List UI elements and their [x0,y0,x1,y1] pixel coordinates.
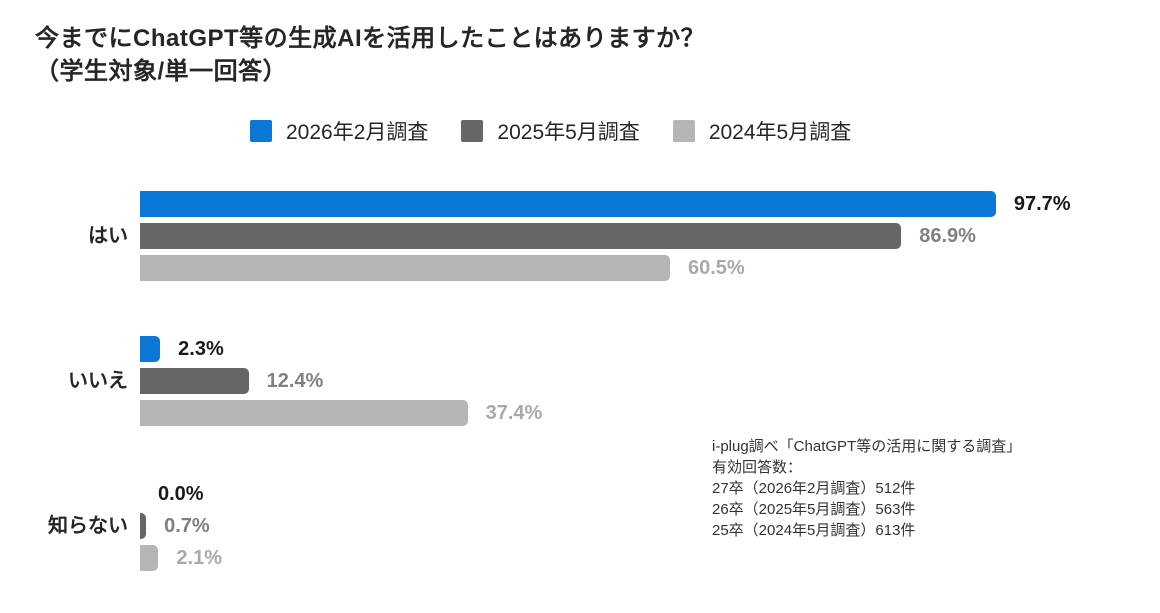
annotation-line-4: 26卒（2025年5月調査）563件 [712,501,916,518]
legend-label: 2024年5月調査 [708,121,852,144]
value-label: 2.1% [176,547,222,569]
value-label: 0.0% [158,483,204,505]
value-label: 60.5% [687,257,745,279]
bar-2025年5月調査 [140,223,902,249]
category-label: はい [88,225,128,247]
annotation-line-5: 25卒（2024年5月調査）613件 [712,522,916,539]
bar-row: 86.9% [140,223,1160,249]
bar-row: 0.0% [140,481,1160,507]
legend-item-1: 2026年2月調査 [250,116,428,146]
chart-legend: 2026年2月調査 2025年5月調査 2024年5月調査 [250,116,851,146]
category-label: 知らない [48,515,128,537]
legend-label: 2026年2月調査 [286,121,429,144]
bar-2025年5月調査 [140,513,147,539]
bar-group-2: いいえ 2.3% 12.4% 37.4% [0,336,1160,426]
legend-item-3: 2024年5月調査 [672,116,852,146]
legend-swatch-icon [672,120,695,142]
bar-2024年5月調査 [140,400,468,426]
value-label: 37.4% [485,402,543,424]
value-label: 97.7% [1013,193,1071,215]
value-label: 12.4% [266,370,324,392]
bar-2024年5月調査 [140,545,159,571]
bar-2024年5月調査 [140,255,670,281]
bar-group-3: 知らない 0.0% 0.7% 2.1% [0,481,1160,571]
bar-row: 60.5% [140,255,1160,281]
category-label: いいえ [68,370,128,392]
chart-title: 今までにChatGPT等の生成AIを活用したことはありますか？ （学生対象/単一… [35,22,705,88]
bar-row: 37.4% [140,400,1160,426]
bar-2025年5月調査 [140,368,249,394]
source-annotation: i-plug調べ「ChatGPT等の活用に関する調査」 有効回答数： 27卒（202… [712,436,1021,541]
value-label: 86.9% [919,225,976,247]
bar-group-1: はい 97.7% 86.9% 60.5% [0,191,1160,281]
bar-row: 2.3% [140,336,1160,362]
bar-row: 0.7% [140,513,1160,539]
legend-swatch-icon [250,120,272,142]
value-label: 2.3% [178,338,224,360]
annotation-line-3: 27卒（2026年2月調査）512件 [712,480,916,497]
bar-2026年2月調査 [140,191,996,217]
chart-title-line-2: （学生対象/単一回答） [35,58,288,85]
legend-swatch-icon [461,120,484,142]
value-label: 0.7% [164,515,210,537]
legend-label: 2025年5月調査 [497,121,640,144]
bar-row: 97.7% [140,191,1160,217]
annotation-line-2: 有効回答数： [712,459,803,476]
annotation-line-1: i-plug調べ「ChatGPT等の活用に関する調査」 [712,438,1022,455]
bar-2026年2月調査 [140,336,161,362]
chart-title-line-1: 今までにChatGPT等の生成AIを活用したことはありますか？ [35,25,706,52]
legend-item-2: 2025年5月調査 [461,116,640,146]
bar-row: 2.1% [140,545,1160,571]
bar-row: 12.4% [140,368,1160,394]
plot-area: はい 97.7% 86.9% 60.5% いいえ 2.3% 12.4% 37.4% 知らない 0.… [0,191,1160,613]
